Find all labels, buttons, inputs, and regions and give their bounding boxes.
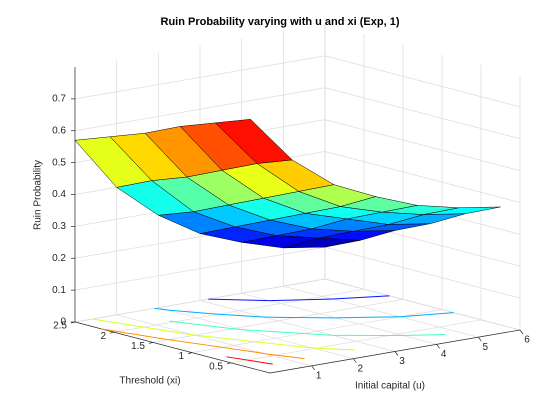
contour-line	[184, 333, 194, 336]
contour-line	[211, 313, 264, 318]
contour-line	[206, 344, 255, 353]
grid-line	[324, 246, 521, 299]
contour-line	[367, 316, 401, 318]
contour-line	[226, 356, 273, 365]
contour-line	[242, 329, 282, 333]
z-tick-label: 0.1	[52, 285, 66, 296]
contour-line	[312, 347, 355, 351]
contour-line	[158, 337, 207, 346]
x-tick	[436, 344, 440, 349]
y-tick-label: 0.5	[209, 361, 223, 372]
z-axis-label: Ruin Probability	[33, 160, 44, 230]
x-tick-label: 6	[524, 335, 530, 346]
contour-line	[154, 307, 168, 311]
y-tick-label: 2.5	[53, 321, 67, 332]
contour-line	[290, 298, 333, 301]
contour-line	[138, 325, 185, 335]
grid-line	[158, 307, 354, 360]
y-tick	[109, 331, 115, 334]
y-tick-label: 1	[178, 351, 184, 362]
x-tick-label: 4	[441, 349, 447, 360]
contour-line	[167, 309, 212, 315]
grid-line	[283, 285, 479, 338]
grid-line	[74, 55, 326, 100]
x-tick-label: 3	[399, 356, 405, 367]
contour-line	[254, 351, 266, 355]
y-tick	[187, 352, 193, 354]
x-tick-label: 5	[483, 342, 489, 353]
contour-line	[335, 316, 368, 319]
grid-line	[324, 87, 521, 140]
contour-line	[112, 330, 159, 339]
grid-line	[116, 314, 312, 367]
contour-line	[332, 295, 390, 300]
x-axis-label: Initial capital (u)	[355, 381, 425, 392]
grid-line	[324, 119, 521, 171]
x-tick-label: 1	[316, 370, 322, 381]
y-tick	[226, 362, 232, 365]
x-tick	[478, 336, 482, 342]
grid-line	[74, 87, 326, 132]
contour-line	[265, 353, 305, 360]
x-tick	[394, 351, 399, 356]
grid-line	[74, 246, 326, 291]
contour-line	[193, 334, 238, 341]
y-tick	[148, 342, 154, 344]
contour-line	[169, 320, 222, 328]
z-tick-label: 0.6	[52, 125, 66, 136]
contour-line	[281, 331, 334, 336]
contour-line	[269, 299, 291, 302]
z-tick-label: 0.7	[52, 94, 66, 105]
grid-line	[324, 55, 521, 108]
x-tick	[311, 365, 315, 371]
z-tick-label: 0.3	[52, 221, 66, 232]
x-tick	[519, 329, 524, 335]
contour-line	[400, 312, 454, 318]
grid-line	[324, 278, 521, 331]
z-tick-label: 0.4	[52, 189, 66, 200]
z-tick-label: 0.2	[52, 253, 66, 264]
grid-line	[199, 300, 396, 352]
grid-line	[324, 151, 521, 203]
contour-line	[92, 318, 139, 327]
y-axis-label: Threshold (xi)	[119, 376, 180, 387]
contour-line	[237, 339, 292, 347]
chart-title: Ruin Probability varying with u and xi (…	[161, 16, 400, 28]
contour-line	[101, 328, 113, 332]
x-tick	[353, 358, 357, 363]
surface-patch	[214, 119, 293, 164]
z-tick-label: 0.5	[52, 157, 66, 168]
contour-line	[291, 345, 313, 349]
grid-line	[74, 278, 326, 323]
contour-line	[220, 326, 243, 331]
grid-line	[113, 288, 365, 333]
y-axis	[74, 321, 271, 374]
z-tick-label: 0	[60, 317, 66, 328]
contour-line	[403, 333, 445, 337]
y-tick-label: 1.5	[131, 341, 145, 352]
x-tick-label: 2	[358, 363, 364, 374]
grid-line	[230, 319, 482, 364]
contour-line	[208, 298, 270, 302]
y-tick-label: 2	[100, 331, 106, 342]
